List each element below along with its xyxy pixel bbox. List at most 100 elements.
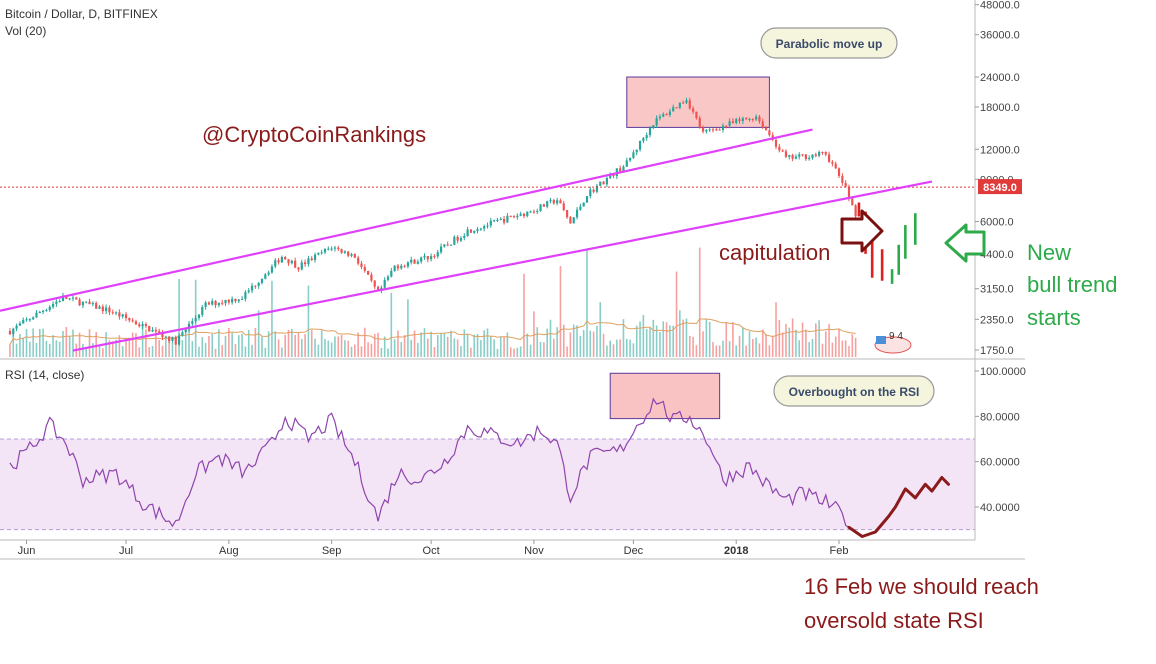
candle-body [406, 262, 410, 267]
candle-body [443, 244, 446, 247]
volume-bar [609, 340, 612, 357]
candle-body [88, 301, 91, 305]
candle-body [572, 217, 575, 224]
volume-bar [161, 345, 164, 357]
candle-body [701, 127, 705, 132]
event-badge: 9 4 [874, 331, 912, 354]
candle-body [575, 209, 579, 218]
candle-body [217, 302, 220, 306]
candle-body [91, 303, 94, 305]
volume-bar [728, 341, 731, 357]
volume-bar [377, 332, 379, 357]
volume-bar [102, 348, 104, 357]
rsi-line [9, 397, 850, 528]
volume-bar [824, 331, 827, 357]
candle-body [536, 211, 539, 213]
candle-body [61, 295, 65, 302]
candle-body [118, 312, 121, 317]
volume-bar [712, 342, 714, 357]
candle-body [463, 235, 466, 239]
candle-body [71, 297, 75, 299]
volume-bar [499, 336, 502, 357]
x-tick-label: 2018 [724, 545, 748, 557]
volume-bar [506, 332, 509, 357]
volume-bar [38, 329, 41, 357]
volume-bar [277, 339, 280, 357]
candle-body [247, 290, 250, 293]
current-price-value: 8349.0 [983, 182, 1017, 194]
candle-body [595, 185, 599, 192]
volume-bar [151, 346, 154, 357]
volume-bar [579, 335, 582, 357]
candle-body [174, 336, 177, 345]
volume-bar [367, 342, 369, 357]
rsi-tick-label: 40.0000 [980, 502, 1020, 514]
candle-body [622, 166, 625, 172]
candle-body [804, 154, 807, 160]
candle-body [738, 119, 741, 122]
candle-body [55, 301, 58, 304]
candle-body [114, 312, 118, 314]
volume-bar [370, 343, 373, 357]
candle-body [483, 226, 486, 229]
callout-parabolic: Parabolic move up [760, 27, 898, 59]
volume-bar [556, 327, 558, 357]
volume-bar [629, 339, 631, 357]
volume-bars [9, 247, 857, 357]
volume-bar [440, 333, 442, 357]
new-bull-line-2: bull trend [1027, 272, 1118, 297]
candle-body [204, 302, 207, 307]
price-tick-label: 4400.0 [980, 249, 1014, 261]
volume-bar [125, 338, 127, 357]
volume-bar [155, 327, 157, 357]
volume-bar [201, 337, 204, 357]
volume-bar [622, 319, 625, 357]
candle-body [48, 306, 51, 310]
volume-bar [695, 345, 698, 357]
candle-body [449, 244, 453, 246]
volume-bar [672, 325, 675, 357]
volume-bar [705, 319, 708, 357]
volume-bar [291, 329, 293, 357]
candle-body [416, 261, 419, 264]
volume-bar [387, 348, 389, 357]
candle-body [257, 282, 260, 286]
volume-bar [446, 336, 449, 357]
candle-body [801, 154, 804, 156]
volume-bar [546, 328, 548, 357]
volume-bar [237, 335, 240, 357]
volume-bar [463, 329, 466, 357]
candle-body [290, 260, 293, 264]
candle-body [755, 116, 758, 120]
volume-bar [732, 322, 734, 357]
candle-body [413, 259, 416, 264]
candle-body [35, 312, 38, 318]
volume-bar [294, 334, 296, 357]
candle-body [330, 248, 333, 250]
volume-bar [131, 332, 134, 357]
candle-body [68, 298, 71, 300]
capitulation-text: capitulation [719, 240, 830, 265]
candle-body [32, 317, 35, 320]
candle-body [519, 213, 522, 216]
volume-bar [390, 292, 393, 357]
rsi-tick-label: 80.0000 [980, 411, 1020, 423]
volume-bar [456, 339, 459, 357]
candle-body [373, 280, 376, 287]
volume-bar [267, 331, 270, 357]
volume-bar [92, 343, 94, 357]
volume-bar [509, 347, 512, 357]
candle-body [781, 150, 784, 152]
volume-bar [490, 336, 492, 357]
candle-body [78, 299, 81, 306]
volume-bar [619, 339, 621, 357]
candle-body [98, 306, 101, 309]
candle-body [446, 244, 449, 246]
volume-bar [82, 343, 84, 357]
volume-bar [407, 299, 409, 357]
volume-bar [354, 344, 356, 357]
volume-bar [281, 347, 283, 357]
candle-body [337, 247, 340, 250]
volume-bar [834, 336, 837, 357]
volume-bar [745, 345, 747, 357]
